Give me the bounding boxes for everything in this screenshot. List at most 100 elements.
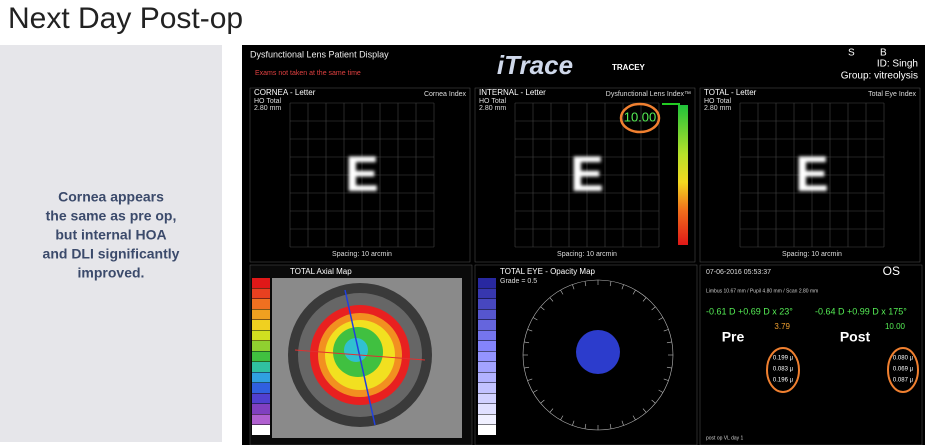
index-label: Dysfunctional Lens Index™ <box>606 91 691 98</box>
tick <box>524 341 530 344</box>
dli-value: 10.00 <box>624 109 657 124</box>
slide-title: Next Day Post-op <box>8 2 243 35</box>
tick <box>609 423 612 429</box>
letter: E <box>345 146 378 202</box>
dli-bar <box>678 105 688 245</box>
scale-cell <box>252 309 270 320</box>
eye-letter: S <box>848 48 855 59</box>
scale-cell <box>478 372 496 383</box>
scale-cell <box>252 362 270 372</box>
note: Cornea appears the same as pre op, but int… <box>43 189 180 281</box>
axis <box>344 289 376 426</box>
note-line: improved. <box>78 265 145 281</box>
value: 0.080 µ <box>893 356 914 362</box>
note-line: but internal HOA <box>55 227 166 243</box>
index-label: Cornea Index <box>424 91 467 98</box>
pre-label: Pre <box>722 329 745 345</box>
highlight <box>619 102 661 134</box>
scale-cell <box>478 330 496 341</box>
value: 0.199 µ <box>773 356 794 362</box>
index-label: Total Eye Index <box>868 91 916 98</box>
spacing: Spacing: 10 arcmin <box>332 251 392 258</box>
scale-cell <box>252 278 270 288</box>
scale-cell <box>252 299 270 309</box>
tick <box>532 389 538 393</box>
logo: iTrace <box>497 50 573 80</box>
spacing: Spacing: 10 arcmin <box>782 251 842 258</box>
axial-title: TOTAL Axial Map <box>290 267 352 276</box>
eye: OS <box>883 264 900 278</box>
metric: HO Total <box>254 98 282 105</box>
warning: Exams not taken at the same time <box>255 70 361 77</box>
value: 0.069 µ <box>893 367 914 373</box>
tick <box>532 317 538 321</box>
tick <box>666 341 672 344</box>
panel-title: INTERNAL - Letter <box>479 88 546 97</box>
tick <box>584 281 587 287</box>
patient-id: ID: Singh <box>877 59 918 70</box>
panel-title: TOTAL - Letter <box>704 88 757 97</box>
letter: E <box>795 146 828 202</box>
opacity-blob <box>576 330 620 374</box>
tick <box>527 329 533 332</box>
pre-refraction: -0.61 D +0.69 D x 23° <box>706 306 793 316</box>
datetime: 07-06-2016 05:53:37 <box>706 269 771 276</box>
tick <box>642 297 647 302</box>
scale-cell <box>252 404 270 414</box>
tick <box>527 378 533 381</box>
scale-cell <box>478 288 496 299</box>
tick <box>584 423 587 429</box>
summary-panel <box>699 264 923 445</box>
tick <box>651 306 656 311</box>
note-line: the same as pre op, <box>46 208 177 224</box>
group: Group: vitreolysis <box>841 71 918 82</box>
opacity-title: TOTAL EYE - Opacity Map <box>500 267 596 276</box>
scan: Limbus 10.67 mm / Pupil 4.80 mm / Scan 2… <box>706 288 818 294</box>
metric: HO Total <box>704 98 732 105</box>
size: 2.80 mm <box>254 105 281 112</box>
note-line: Cornea appears <box>58 189 164 205</box>
metric: HO Total <box>479 98 507 105</box>
tick <box>621 420 624 426</box>
opacity-grade: Grade = 0.5 <box>500 278 537 285</box>
scale-cell <box>252 320 270 330</box>
post-index: 10.00 <box>885 322 906 331</box>
tick <box>666 366 672 369</box>
tick <box>549 297 554 302</box>
ring <box>344 338 368 362</box>
highlight <box>887 347 919 393</box>
tick <box>632 415 636 421</box>
tick <box>560 415 564 421</box>
logo-sub: TRACEY <box>612 63 646 72</box>
scale-cell <box>478 309 496 320</box>
scale-cell <box>252 393 270 404</box>
size: 2.80 mm <box>704 105 731 112</box>
scale-cell <box>478 320 496 330</box>
tick <box>663 378 669 381</box>
scale-cell <box>252 383 270 393</box>
scale-cell <box>478 393 496 404</box>
scale-cell <box>252 341 270 351</box>
tick <box>524 366 530 369</box>
scale-cell <box>252 351 270 362</box>
axial-scale <box>252 278 270 435</box>
scale-cell <box>478 425 496 435</box>
tick <box>658 389 664 393</box>
pre-index: 3.79 <box>774 322 790 331</box>
tick <box>663 329 669 332</box>
initial: B <box>880 48 887 59</box>
tick <box>651 399 656 404</box>
scale-cell <box>478 278 496 288</box>
value: 0.087 µ <box>893 378 914 384</box>
opacity-scale <box>478 278 496 435</box>
scale-cell <box>252 425 270 435</box>
tick <box>540 399 545 404</box>
panel-title: CORNEA - Letter <box>254 88 316 97</box>
value: 0.083 µ <box>773 367 794 373</box>
tick <box>560 289 564 295</box>
tick <box>572 420 575 426</box>
scale-cell <box>252 288 270 299</box>
